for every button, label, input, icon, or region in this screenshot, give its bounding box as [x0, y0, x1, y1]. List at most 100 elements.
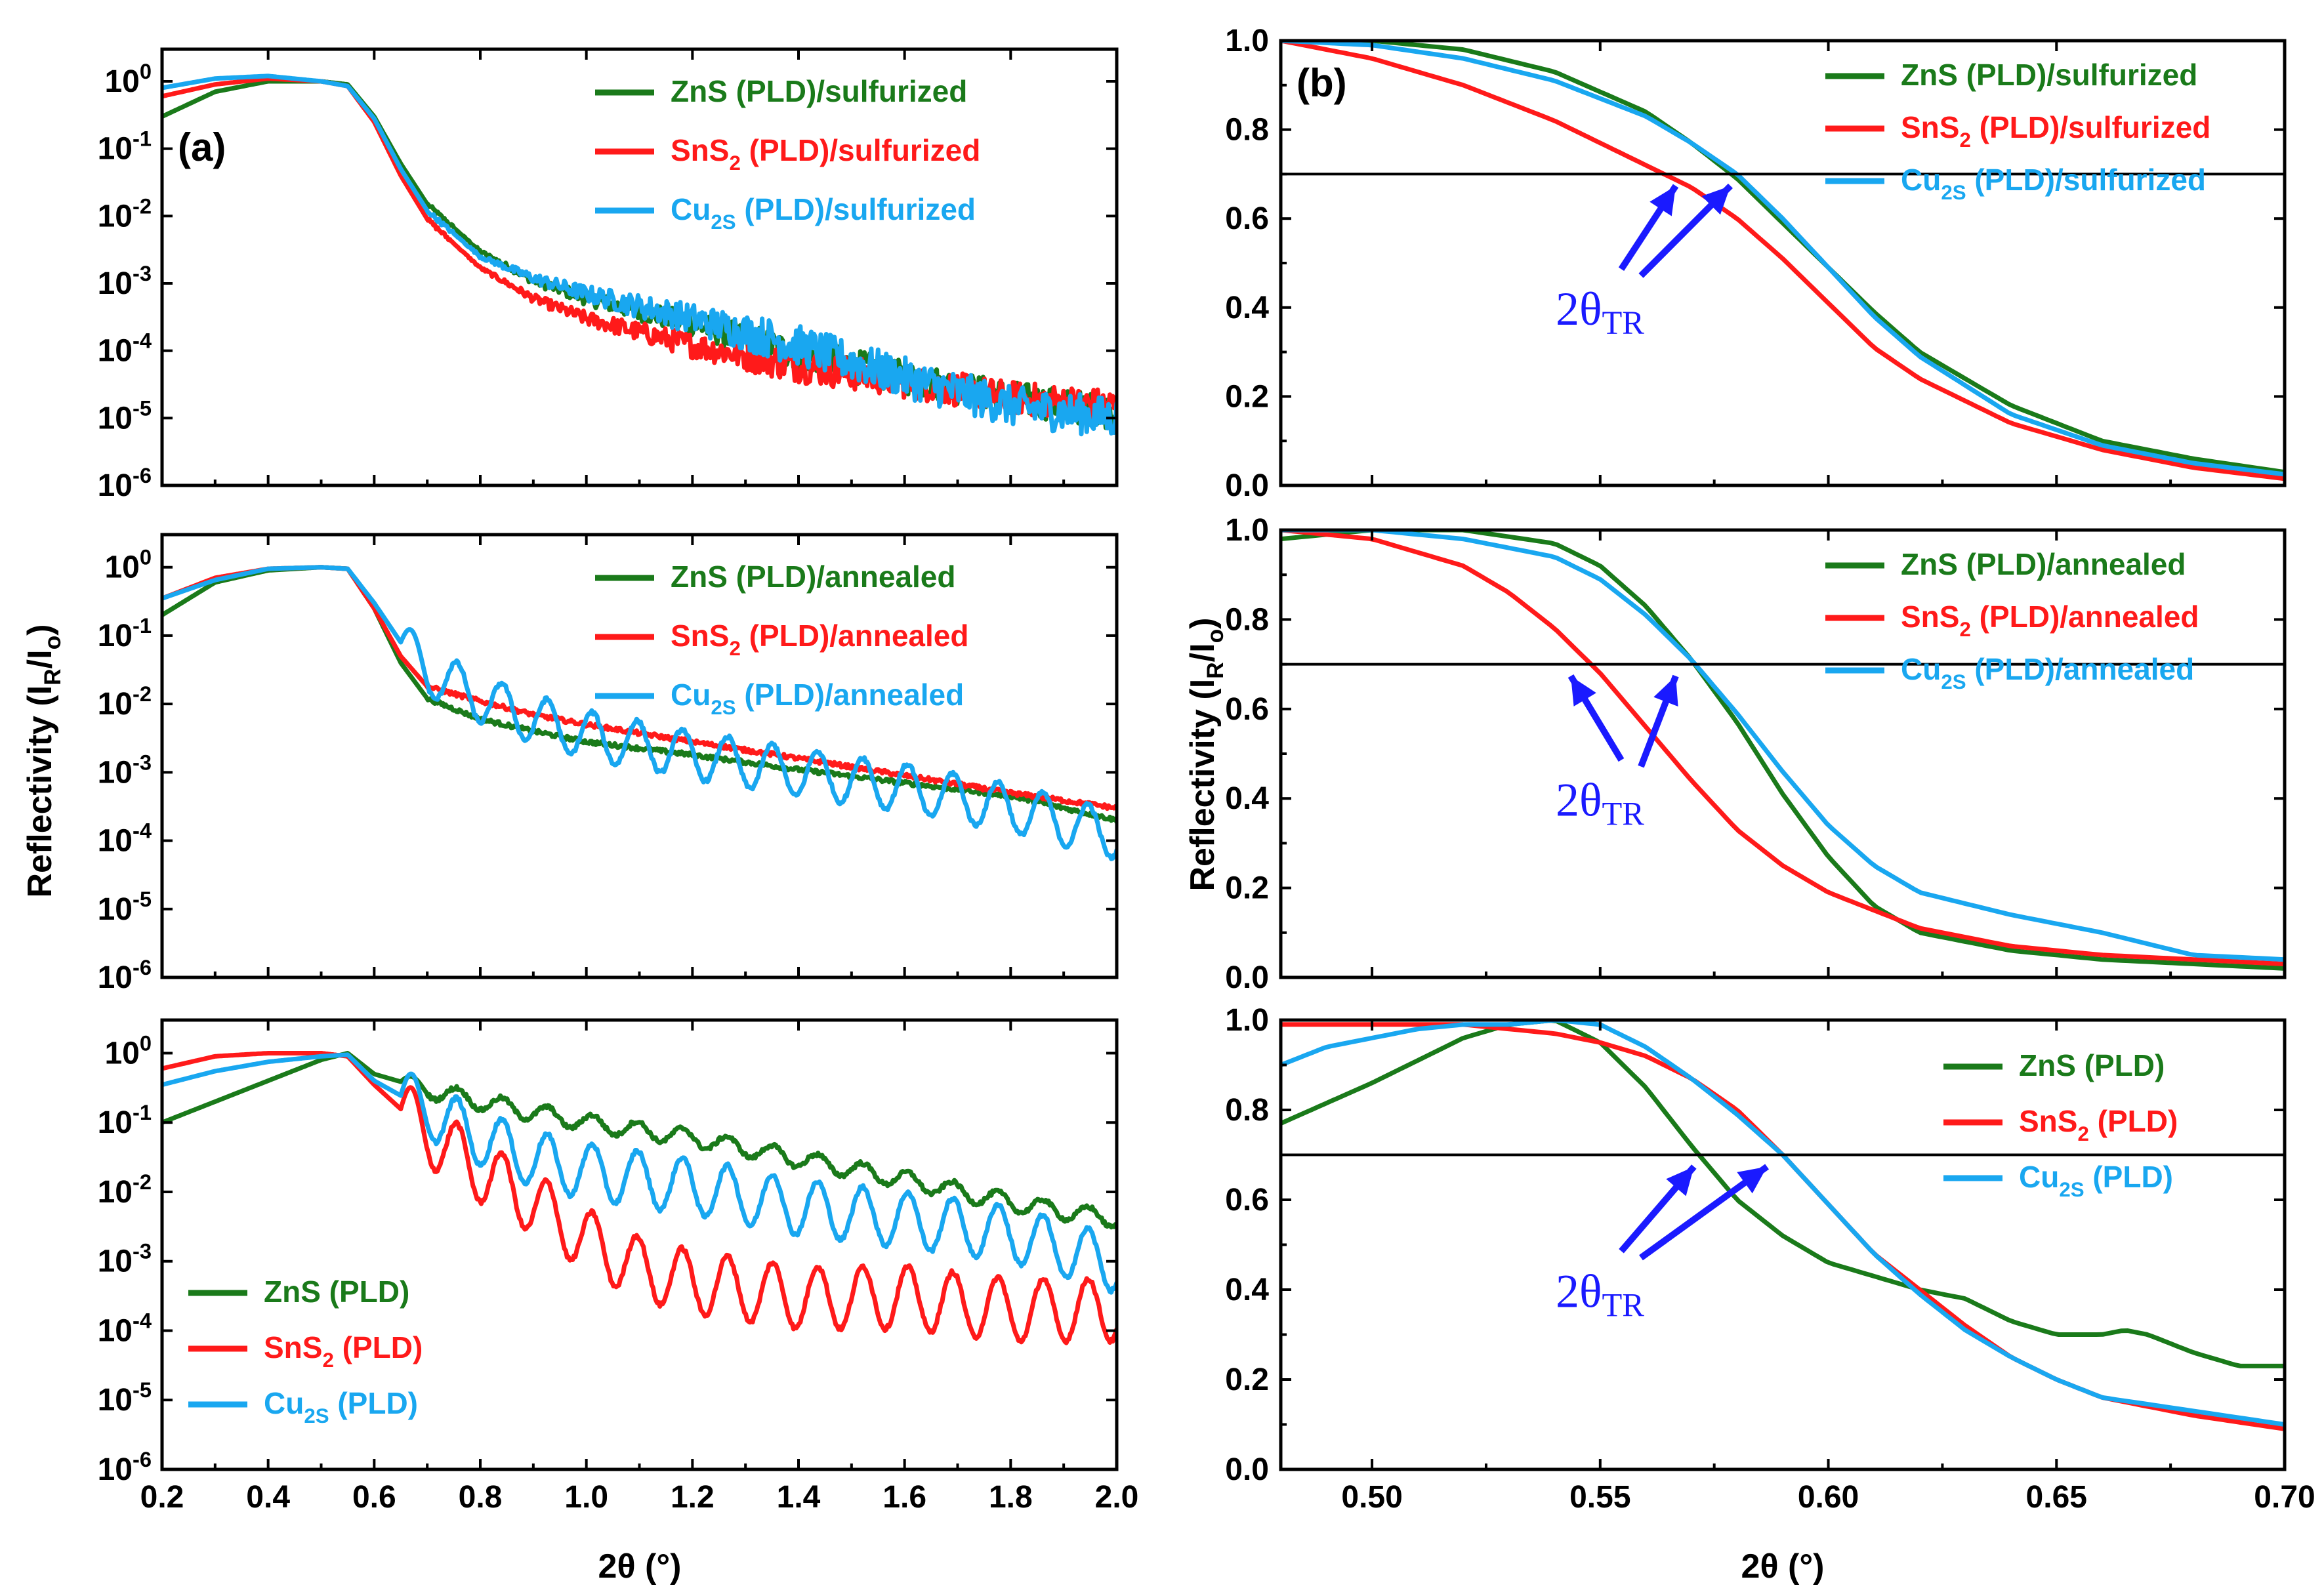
legend-label-SnS2: SnS2 (PLD)/sulfurized — [671, 133, 980, 174]
legend-label-ZnS: ZnS (PLD)/annealed — [1901, 547, 2186, 581]
series-line-Cu2S — [1281, 530, 2285, 962]
x-tick-label: 0.2 — [140, 1480, 184, 1515]
series-line-SnS2 — [1281, 41, 2285, 481]
y-tick-label: 0.8 — [1225, 602, 1269, 637]
y-tick-label: 0.2 — [1225, 379, 1269, 414]
panel-b2: 0.0 0.2 0.4 0.6 0.8 1.0 ZnS (PLD)/annealed SnS2… — [1225, 513, 2287, 995]
legend-label-SnS2: SnS2 (PLD)/annealed — [1901, 600, 2199, 641]
y-tick-label: 10-1 — [98, 127, 152, 167]
y-tick-label: 0.4 — [1225, 1273, 1269, 1307]
annotation-label: 2θTR — [1556, 774, 1644, 832]
x-axis-label-left: 2θ (°) — [598, 1547, 682, 1586]
panel-b3: 0.50 0.55 0.60 0.65 0.70 0.0 0.2 0.4 0.6 0.8 1.0 Zn… — [1225, 1003, 2315, 1515]
series-line-ZnS — [162, 1051, 1117, 1230]
legend-label-Cu2S: Cu2S (PLD) — [2019, 1160, 2173, 1201]
y-tick-label: 1.0 — [1225, 513, 1269, 548]
series-line-ZnS — [1281, 1020, 2285, 1368]
panel-a1: 10-6 10-5 10-4 10-3 10-2 10-1 100 (a) ZnS (PLD)/… — [98, 47, 1119, 503]
y-tick-label: 0.4 — [1225, 291, 1269, 325]
legend: ZnS (PLD)/sulfurized SnS2 (PLD)/sulfurize… — [595, 74, 980, 234]
x-axis-label-right: 2θ (°) — [1741, 1547, 1825, 1586]
y-tick-label: 10-2 — [98, 682, 152, 722]
y-tick-label: 10-5 — [98, 396, 152, 436]
series-line-SnS2 — [162, 1051, 1117, 1345]
y-tick-label: 10-3 — [98, 1239, 152, 1279]
x-tick-label: 0.60 — [1798, 1480, 1859, 1515]
legend-label-SnS2: SnS2 (PLD)/sulfurized — [1901, 110, 2210, 152]
y-axis-label-left: Reflectivity (IR/Io) — [21, 624, 66, 897]
y-tick-label: 10-5 — [98, 1378, 152, 1418]
axis-frame — [1279, 39, 2287, 487]
y-tick-label: 10-6 — [98, 463, 152, 503]
legend-label-Cu2S: Cu2S (PLD)/sulfurized — [1901, 163, 2206, 204]
transition-annotation: 2θTR — [1556, 674, 1679, 832]
series-line-ZnS — [1281, 41, 2285, 475]
legend: ZnS (PLD) SnS2 (PLD) Cu2S (PLD) — [188, 1275, 423, 1427]
x-tick-label: 1.4 — [777, 1480, 821, 1515]
annotation-label: 2θTR — [1556, 283, 1644, 341]
series-line-Cu2S — [162, 1052, 1117, 1295]
arrow-head — [1650, 186, 1676, 216]
y-tick-label: 10-4 — [98, 819, 152, 859]
y-tick-label: 0.6 — [1225, 1183, 1269, 1217]
y-tick-label: 10-6 — [98, 955, 152, 995]
series-line-Cu2S — [162, 565, 1117, 861]
y-tick-label: 10-4 — [98, 1308, 152, 1348]
legend-label-ZnS: ZnS (PLD) — [264, 1275, 409, 1309]
series-line-Cu2S — [1281, 41, 2285, 477]
legend-label-ZnS: ZnS (PLD)/sulfurized — [671, 74, 967, 108]
arrow-head — [1701, 186, 1731, 215]
legend: ZnS (PLD)/sulfurized SnS2 (PLD)/sulfurize… — [1825, 58, 2210, 204]
legend-label-Cu2S: Cu2S (PLD)/annealed — [671, 678, 964, 719]
legend-label-SnS2: SnS2 (PLD) — [2019, 1104, 2178, 1145]
series-group — [162, 1051, 1117, 1345]
panel-b1: 0.0 0.2 0.4 0.6 0.8 1.0 (b) ZnS (PLD)/sulfurize… — [1225, 24, 2287, 503]
x-tick-label: 0.50 — [1341, 1480, 1402, 1515]
x-tick-label: 0.65 — [2026, 1480, 2087, 1515]
y-tick-label: 0.0 — [1225, 1452, 1269, 1487]
y-tick-label: 100 — [104, 545, 152, 585]
y-tick-label: 10-4 — [98, 329, 152, 369]
transition-annotation: 2θTR — [1556, 183, 1733, 341]
y-tick-label: 10-6 — [98, 1447, 152, 1487]
transition-annotation: 2θTR — [1556, 1164, 1770, 1323]
panel-a3: 0.2 0.4 0.6 0.8 1.0 1.2 1.4 1.6 1.8 2.0 10-6 10-5 10… — [98, 1018, 1138, 1515]
x-tick-label: 0.55 — [1569, 1480, 1630, 1515]
legend: ZnS (PLD)/annealed SnS2 (PLD)/annealed Cu2… — [1825, 547, 2199, 693]
y-tick-label: 0.0 — [1225, 468, 1269, 503]
x-tick-label: 1.8 — [989, 1480, 1033, 1515]
y-tick-label: 10-3 — [98, 750, 152, 790]
y-tick-label: 10-1 — [98, 613, 152, 653]
axis-frame — [160, 47, 1119, 487]
panel-a2: 10-6 10-5 10-4 10-3 10-2 10-1 100 ZnS (PLD)/ann… — [98, 533, 1119, 995]
arrow-head — [1666, 1166, 1694, 1197]
y-tick-label: 10-2 — [98, 194, 152, 234]
legend: ZnS (PLD) SnS2 (PLD) Cu2S (PLD) — [1943, 1048, 2178, 1201]
arrow-head — [1653, 676, 1678, 706]
y-tick-label: 100 — [104, 59, 152, 99]
x-tick-label: 0.8 — [459, 1480, 503, 1515]
x-tick-label: 0.4 — [246, 1480, 290, 1515]
legend-label-SnS2: SnS2 (PLD)/annealed — [671, 619, 968, 660]
x-tick-label: 0.70 — [2254, 1480, 2315, 1515]
y-tick-label: 1.0 — [1225, 1003, 1269, 1038]
y-tick-label: 10-3 — [98, 261, 152, 301]
y-tick-label: 0.6 — [1225, 692, 1269, 727]
arrow-head — [1571, 676, 1596, 706]
series-line-SnS2 — [162, 76, 1117, 422]
legend-label-Cu2S: Cu2S (PLD)/annealed — [1901, 652, 2194, 693]
panel-label: (b) — [1297, 61, 1347, 105]
series-group — [162, 73, 1117, 437]
y-axis-label-right: Reflectivity (IR/Io) — [1184, 617, 1228, 891]
legend-label-ZnS: ZnS (PLD) — [2019, 1048, 2165, 1082]
axis-frame — [160, 1018, 1119, 1471]
y-tick-label: 0.8 — [1225, 1093, 1269, 1128]
series-line-SnS2 — [162, 565, 1117, 811]
series-group — [1281, 530, 2285, 971]
y-tick-label: 0.2 — [1225, 1362, 1269, 1397]
x-tick-label: 1.0 — [564, 1480, 608, 1515]
series-line-SnS2 — [1281, 530, 2285, 966]
axis-frame — [160, 533, 1119, 979]
panel-label: (a) — [178, 125, 226, 169]
